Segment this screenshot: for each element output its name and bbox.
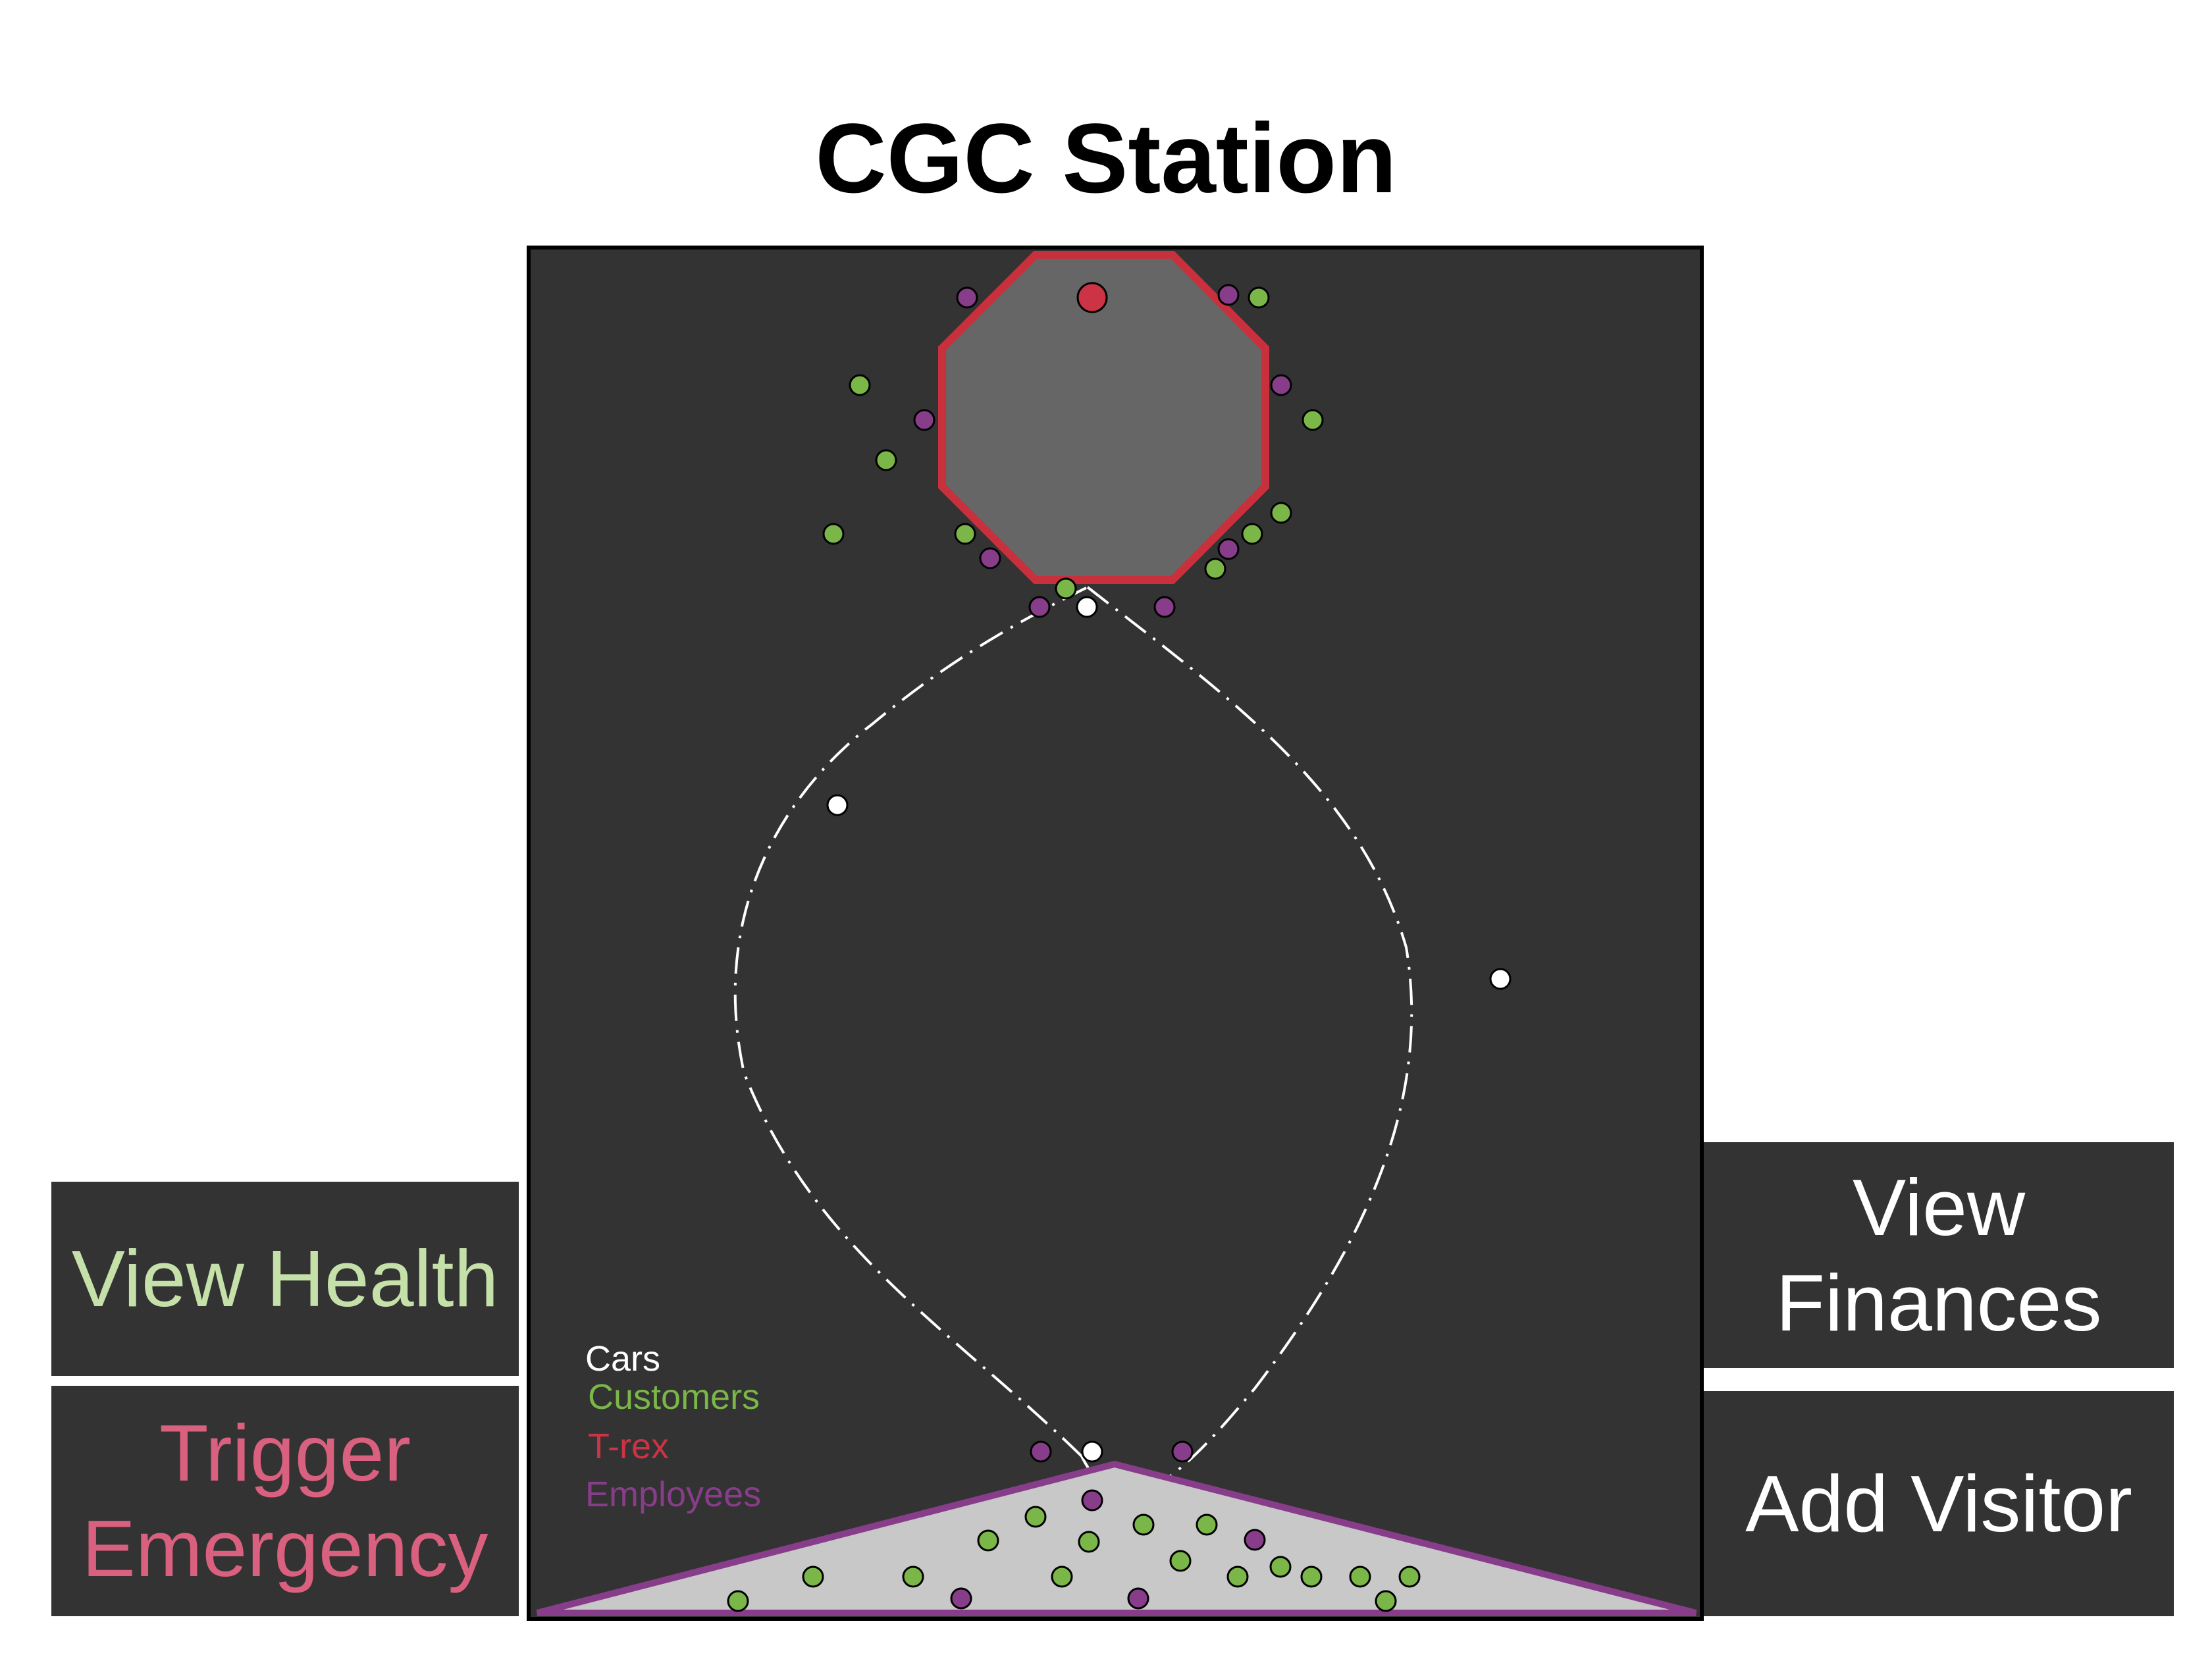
customer-marker xyxy=(1375,1590,1397,1612)
customer-marker xyxy=(1169,1550,1192,1572)
employee-marker xyxy=(1153,596,1176,618)
customer-marker xyxy=(1226,1566,1249,1588)
customer-marker xyxy=(1300,1566,1323,1588)
customer-marker xyxy=(1302,409,1324,431)
customer-marker xyxy=(1196,1514,1218,1536)
trex-marker xyxy=(1076,282,1108,313)
employee-marker xyxy=(1217,538,1240,560)
employee-marker xyxy=(913,409,935,431)
employee-marker xyxy=(1217,284,1240,306)
customer-marker xyxy=(1204,558,1226,580)
customer-marker xyxy=(1051,1566,1073,1588)
customer-marker xyxy=(1398,1566,1421,1588)
legend-cars: Cars xyxy=(585,1339,660,1379)
car-marker xyxy=(826,794,849,816)
customer-marker xyxy=(902,1566,924,1588)
customer-marker xyxy=(1055,577,1077,600)
car-marker xyxy=(1489,968,1512,990)
customer-marker xyxy=(822,523,845,545)
employee-marker xyxy=(1270,374,1292,396)
customer-marker xyxy=(1270,502,1292,524)
employee-marker xyxy=(1244,1529,1266,1551)
customer-marker xyxy=(1248,286,1270,309)
customer-marker xyxy=(954,523,976,545)
agents-layer xyxy=(727,282,1512,1612)
trex-enclosure xyxy=(938,251,1269,584)
car-marker xyxy=(1076,596,1098,618)
customer-marker xyxy=(1024,1506,1047,1528)
legend: Cars Customers T-rex Employees xyxy=(585,1339,761,1514)
customer-marker xyxy=(727,1590,749,1612)
simulation-view: Cars Customers T-rex Employees xyxy=(527,246,1704,1621)
customer-marker xyxy=(1078,1531,1100,1553)
customer-marker xyxy=(802,1566,824,1588)
car-marker xyxy=(1081,1440,1103,1463)
customer-marker xyxy=(977,1529,999,1552)
view-finances-button[interactable]: View Finances xyxy=(1704,1142,2174,1368)
view-health-button[interactable]: View Health xyxy=(51,1182,519,1376)
customer-marker xyxy=(875,449,897,471)
page-title: CGC Station xyxy=(815,103,1397,213)
employee-marker xyxy=(1127,1587,1149,1610)
legend-customers: Customers xyxy=(588,1377,760,1417)
employee-marker xyxy=(1081,1489,1103,1512)
employee-marker xyxy=(956,286,978,309)
employee-marker xyxy=(950,1587,972,1610)
employee-marker xyxy=(979,547,1001,569)
add-visitor-button[interactable]: Add Visitor xyxy=(1704,1391,2174,1616)
customer-marker xyxy=(1269,1556,1292,1578)
employee-marker xyxy=(1030,1440,1052,1463)
car-track xyxy=(733,586,1413,1495)
legend-employees: Employees xyxy=(585,1475,761,1514)
trigger-emergency-button[interactable]: Trigger Emergency xyxy=(51,1386,519,1616)
legend-trex: T-rex xyxy=(588,1427,669,1466)
customer-marker xyxy=(849,374,871,396)
customer-marker xyxy=(1241,523,1263,545)
customer-marker xyxy=(1349,1566,1371,1588)
employee-marker xyxy=(1171,1440,1194,1463)
employee-marker xyxy=(1028,596,1051,618)
customer-marker xyxy=(1132,1514,1155,1536)
simulation-canvas: Cars Customers T-rex Employees xyxy=(536,251,1697,1616)
